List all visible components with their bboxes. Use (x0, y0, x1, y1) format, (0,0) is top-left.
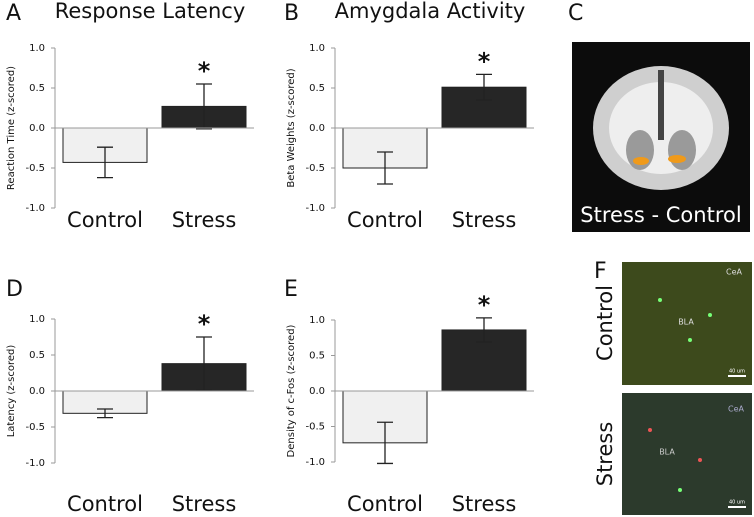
micrograph: CeA BLA 40 um Stress (593, 393, 752, 515)
error-bar (476, 317, 492, 343)
y-tick-label: -0.5 (305, 163, 325, 174)
cell (678, 488, 682, 492)
scale-label: 40 um (729, 500, 745, 506)
y-axis-label: Reaction Time (z-scored) (6, 66, 17, 190)
x-tick-label: Control (67, 208, 143, 232)
significance-marker: * (198, 310, 211, 338)
region-label: BLA (678, 318, 694, 327)
chart-title: Amygdala Activity (335, 0, 526, 23)
chart-title: Response Latency (55, 0, 246, 23)
y-tick-label: 0.0 (29, 123, 45, 134)
error-bar (377, 421, 393, 465)
panel-label: E (284, 277, 298, 302)
region-label: BLA (659, 448, 675, 457)
x-tick-label: Stress (172, 208, 237, 232)
scale-label: 40 um (729, 369, 745, 375)
y-tick-label: 1.0 (29, 43, 45, 54)
y-tick-label: -0.5 (25, 163, 45, 174)
x-tick-label: Stress (172, 492, 237, 516)
error-bar (196, 336, 212, 391)
y-tick-label: -1.0 (305, 457, 325, 468)
significance-marker: * (198, 57, 211, 85)
y-tick-label: 0.0 (309, 123, 325, 134)
temporal-lobe (668, 130, 696, 170)
error-bar (377, 151, 393, 185)
row-label: Stress (593, 422, 617, 487)
midline (658, 70, 664, 140)
cell (648, 428, 652, 432)
micrograph: CeA BLA 40 um Control (593, 262, 752, 385)
micrograph-background (622, 393, 752, 515)
y-tick-label: -0.5 (25, 422, 45, 433)
x-tick-label: Control (347, 208, 423, 232)
error-bar (97, 146, 113, 179)
y-tick-label: -1.0 (25, 458, 45, 469)
error-bar (476, 73, 492, 101)
y-tick-label: 1.0 (309, 315, 325, 326)
brain-image: Stress - Control (572, 42, 750, 232)
y-tick-label: 0.0 (309, 386, 325, 397)
panel-label: B (284, 1, 299, 26)
x-tick-label: Control (347, 492, 423, 516)
region-label: CeA (726, 268, 743, 277)
panel-label: F (594, 259, 607, 284)
image-caption: Stress - Control (580, 203, 741, 227)
region-label: CeA (728, 405, 745, 414)
panel-label: D (6, 277, 23, 302)
y-axis-label: Density of c-Fos (z-scored) (286, 324, 297, 457)
panel-label: C (568, 1, 583, 26)
row-label: Control (593, 285, 617, 361)
y-tick-label: 1.0 (309, 43, 325, 54)
y-tick-label: 0.0 (29, 386, 45, 397)
significance-marker: * (478, 47, 491, 75)
x-tick-label: Stress (452, 492, 517, 516)
y-axis-label: Latency (z-scored) (6, 345, 17, 438)
activation (668, 155, 686, 163)
cell (658, 298, 662, 302)
cell (688, 338, 692, 342)
y-tick-label: 0.5 (309, 83, 325, 94)
y-axis-label: Beta Weights (z-scored) (286, 68, 297, 187)
cell (698, 458, 702, 462)
significance-marker: * (478, 291, 491, 319)
y-tick-label: 0.5 (309, 351, 325, 362)
y-tick-label: 1.0 (29, 314, 45, 325)
panel-label: A (6, 1, 21, 26)
y-tick-label: -0.5 (305, 422, 325, 433)
error-bar (196, 83, 212, 130)
x-tick-label: Stress (452, 208, 517, 232)
error-bar (97, 408, 113, 419)
y-tick-label: 0.5 (29, 350, 45, 361)
cell (708, 313, 712, 317)
activation (633, 157, 649, 165)
micrograph-background (622, 262, 752, 385)
y-tick-label: -1.0 (25, 203, 45, 214)
x-tick-label: Control (67, 492, 143, 516)
y-tick-label: 0.5 (29, 83, 45, 94)
y-tick-label: -1.0 (305, 203, 325, 214)
